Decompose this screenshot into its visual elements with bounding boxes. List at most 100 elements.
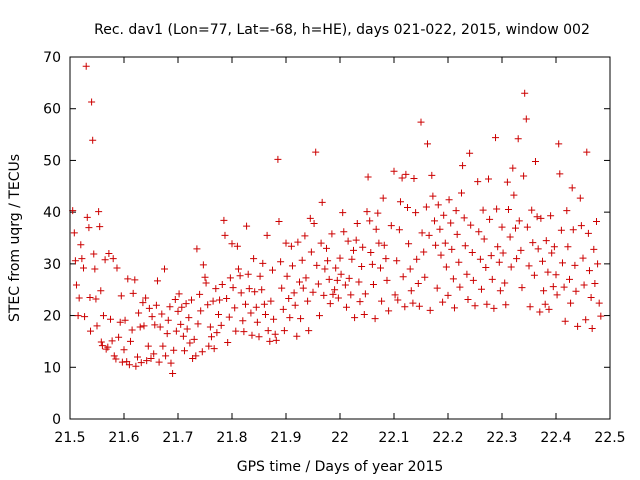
y-tick-label: 70 bbox=[43, 50, 61, 66]
data-point bbox=[477, 285, 485, 293]
data-point bbox=[474, 178, 482, 186]
data-point bbox=[347, 291, 355, 299]
data-point bbox=[267, 297, 275, 305]
data-point bbox=[368, 260, 376, 268]
data-point bbox=[588, 325, 596, 332]
data-point bbox=[466, 149, 474, 157]
data-point bbox=[243, 222, 251, 230]
data-point bbox=[298, 256, 306, 264]
data-point bbox=[507, 263, 515, 271]
data-point bbox=[406, 265, 414, 273]
data-point bbox=[536, 308, 544, 316]
data-point bbox=[579, 254, 587, 262]
data-point bbox=[333, 276, 341, 284]
data-point bbox=[277, 258, 285, 266]
data-point bbox=[164, 316, 172, 324]
data-point bbox=[269, 266, 276, 274]
data-point bbox=[113, 264, 121, 272]
data-point bbox=[561, 317, 569, 325]
data-point bbox=[539, 257, 546, 265]
data-point bbox=[245, 285, 253, 293]
data-point bbox=[463, 270, 471, 278]
data-point bbox=[153, 277, 161, 285]
data-point bbox=[382, 255, 390, 263]
data-point bbox=[278, 284, 286, 292]
data-point bbox=[275, 217, 283, 225]
data-point bbox=[583, 148, 591, 156]
data-point bbox=[82, 62, 90, 70]
data-point bbox=[306, 214, 314, 222]
data-point bbox=[448, 245, 456, 253]
data-point bbox=[101, 256, 109, 264]
data-point bbox=[512, 224, 519, 232]
data-point bbox=[366, 217, 374, 225]
data-point bbox=[314, 280, 322, 288]
data-point bbox=[326, 300, 334, 308]
data-point bbox=[205, 342, 213, 350]
data-point bbox=[162, 352, 170, 360]
data-point bbox=[351, 314, 359, 322]
data-point bbox=[259, 259, 267, 267]
data-point bbox=[137, 359, 145, 367]
data-point bbox=[531, 157, 539, 165]
data-point bbox=[172, 327, 180, 335]
data-point bbox=[471, 302, 479, 310]
data-point bbox=[85, 224, 93, 232]
data-point bbox=[469, 276, 477, 284]
data-point bbox=[558, 259, 566, 267]
data-point bbox=[145, 304, 153, 312]
data-point bbox=[286, 314, 294, 322]
data-point bbox=[359, 243, 367, 251]
data-point bbox=[485, 175, 492, 183]
data-point bbox=[98, 342, 106, 350]
data-point bbox=[383, 276, 391, 284]
data-point bbox=[340, 228, 348, 236]
data-point bbox=[385, 307, 393, 315]
data-point bbox=[356, 298, 364, 306]
data-point bbox=[121, 316, 129, 324]
data-point bbox=[350, 246, 357, 254]
data-point bbox=[74, 312, 82, 320]
data-point bbox=[291, 301, 299, 309]
y-tick-label: 0 bbox=[52, 412, 61, 428]
tick-labels: 21.5 21.6 21.7 21.8 21.9 22 22.1 22.2 22.3 22.4 22… bbox=[43, 50, 625, 446]
data-point bbox=[337, 270, 345, 278]
data-point bbox=[192, 352, 200, 360]
x-tick-label: 21.5 bbox=[54, 430, 85, 446]
data-point bbox=[226, 274, 234, 282]
data-point bbox=[305, 327, 313, 335]
data-point bbox=[210, 345, 218, 353]
data-point bbox=[163, 330, 171, 338]
data-point bbox=[529, 239, 537, 247]
data-point bbox=[183, 325, 191, 333]
data-point bbox=[253, 318, 261, 326]
data-point bbox=[374, 209, 382, 217]
data-point bbox=[515, 217, 523, 225]
data-point bbox=[414, 280, 422, 288]
x-tick-label: 22.4 bbox=[540, 430, 571, 446]
data-point bbox=[593, 217, 600, 225]
data-point bbox=[288, 262, 296, 270]
data-point bbox=[215, 311, 222, 319]
data-point bbox=[232, 327, 240, 335]
data-point bbox=[395, 226, 403, 234]
data-point bbox=[502, 301, 510, 309]
data-point bbox=[182, 300, 190, 308]
data-point bbox=[544, 268, 552, 276]
data-point bbox=[371, 315, 379, 323]
data-point bbox=[378, 297, 386, 305]
data-point bbox=[143, 357, 151, 365]
data-point bbox=[595, 299, 603, 307]
data-point bbox=[387, 222, 395, 230]
data-point bbox=[476, 255, 484, 263]
data-point bbox=[77, 241, 85, 249]
data-point bbox=[263, 231, 271, 239]
data-point bbox=[547, 212, 555, 220]
data-point bbox=[509, 164, 517, 172]
data-point bbox=[432, 241, 440, 249]
data-point bbox=[105, 250, 113, 258]
data-point bbox=[193, 245, 201, 253]
data-point bbox=[92, 295, 100, 303]
data-point bbox=[282, 239, 290, 247]
data-point bbox=[147, 354, 155, 362]
